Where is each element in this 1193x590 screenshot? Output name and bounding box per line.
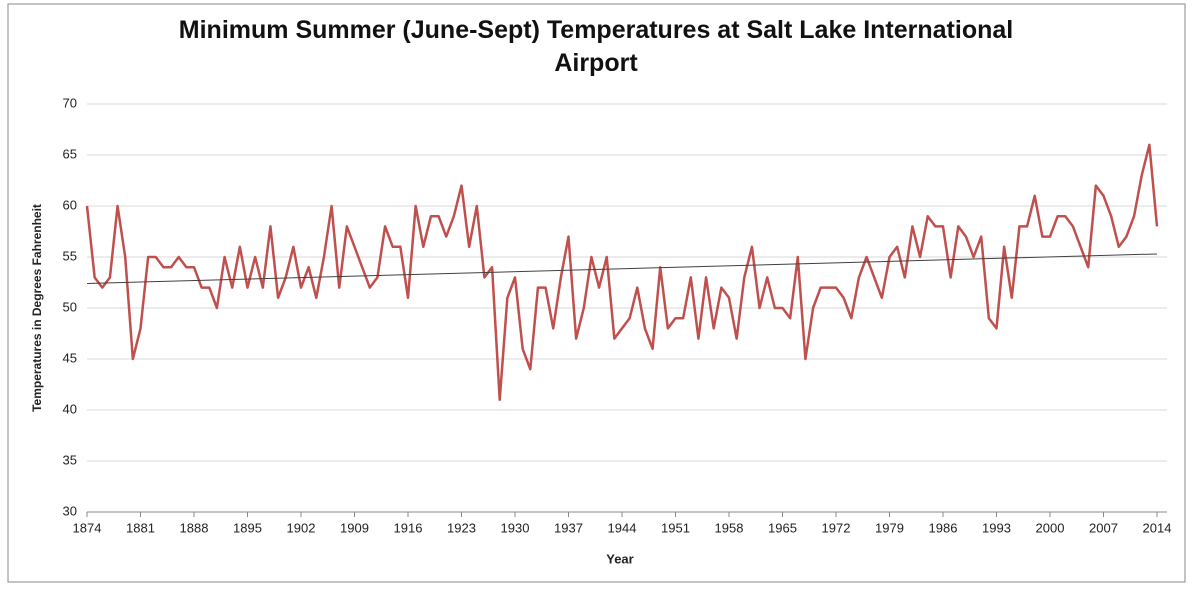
trend-line: [86, 253, 1158, 285]
x-tick-label: 1965: [768, 520, 797, 535]
data-line: [85, 143, 1159, 402]
x-tick-label: 1944: [608, 520, 637, 535]
x-axis-label: Year: [606, 551, 633, 566]
x-tick-label: 1902: [287, 520, 316, 535]
x-tick-label: 1986: [929, 520, 958, 535]
x-tick-label: 1993: [982, 520, 1011, 535]
x-tick-label: 1972: [822, 520, 851, 535]
y-tick-label: 35: [63, 452, 77, 467]
y-tick-label: 55: [63, 248, 77, 263]
x-tick-label: 1888: [180, 520, 209, 535]
x-tick-label: 1979: [875, 520, 904, 535]
chart-title: Minimum Summer (June-Sept) Temperatures …: [178, 16, 1014, 77]
y-tick-label: 30: [63, 503, 77, 518]
x-tick-label: 1951: [661, 520, 690, 535]
x-tick-label: 1895: [233, 520, 262, 535]
chart-border: [7, 3, 1186, 583]
x-tick-label: 1937: [554, 520, 583, 535]
y-axis-label: Temperatures in Degrees Fahrenheit: [30, 204, 44, 412]
x-tick-label: 1909: [340, 520, 369, 535]
y-tick-label: 50: [63, 299, 77, 314]
y-tick-label: 45: [63, 350, 77, 365]
y-tick-label: 70: [63, 95, 77, 110]
x-tick-label: 1881: [126, 520, 155, 535]
x-tick-label: 2000: [1036, 520, 1065, 535]
y-tick-label: 60: [63, 197, 77, 212]
y-tick-label: 40: [63, 401, 77, 416]
x-tick-label: 2007: [1089, 520, 1118, 535]
x-tick-label: 1930: [501, 520, 530, 535]
x-tick-label: 1923: [447, 520, 476, 535]
x-tick-label: 1916: [394, 520, 423, 535]
x-tick-label: 1874: [73, 520, 102, 535]
x-tick-label: 2014: [1143, 520, 1172, 535]
y-tick-label: 65: [63, 146, 77, 161]
x-tick-label: 1958: [715, 520, 744, 535]
